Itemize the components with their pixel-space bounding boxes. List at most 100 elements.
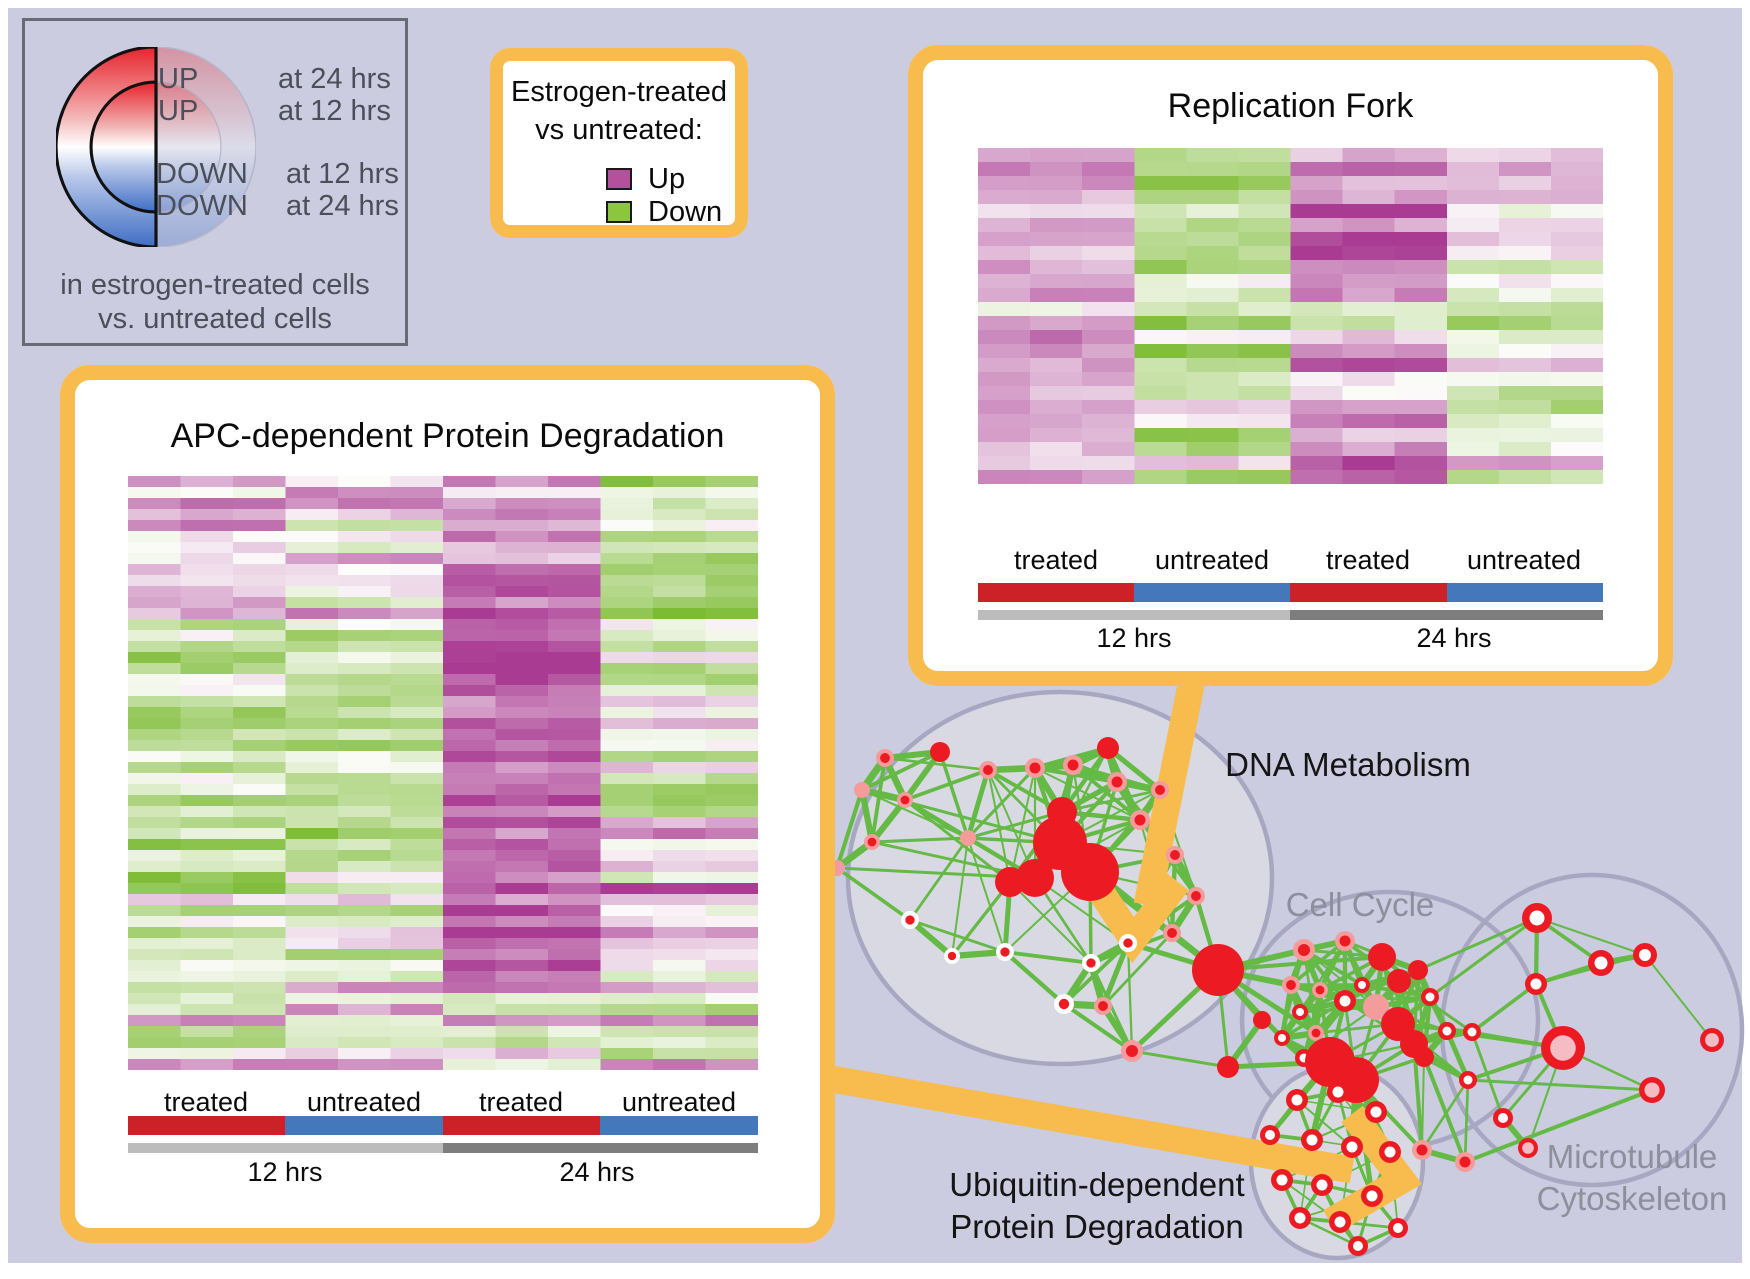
network-node bbox=[1016, 859, 1054, 897]
cluster-label-text: Ubiquitin-dependent bbox=[949, 1166, 1245, 1203]
network-node bbox=[1282, 976, 1300, 994]
callout-arrow-head-2 bbox=[1323, 1105, 1422, 1234]
up-label: Up bbox=[648, 163, 686, 195]
network-node bbox=[996, 943, 1014, 961]
cluster-label-dna-metabolism: DNA Metabolism bbox=[1148, 744, 1548, 786]
untreated-bar-segment bbox=[600, 1116, 758, 1135]
down-label: Down bbox=[648, 196, 723, 228]
legend-caption-1: in estrogen-treated cells bbox=[60, 269, 370, 301]
apc-treatment-bar bbox=[128, 1116, 758, 1135]
legend-down-24: DOWN bbox=[156, 190, 248, 222]
apc-heatmap bbox=[128, 476, 758, 1070]
network-node bbox=[1311, 1174, 1333, 1196]
replication-fork-title: Replication Fork bbox=[1167, 87, 1414, 125]
network-node bbox=[1335, 931, 1355, 951]
network-node bbox=[1097, 737, 1119, 759]
network-node bbox=[979, 761, 997, 779]
up-down-ring-icon bbox=[56, 47, 256, 247]
network-node bbox=[1633, 943, 1657, 967]
network-node bbox=[1354, 977, 1370, 993]
cluster-label-text: Cytoskeleton bbox=[1536, 1180, 1728, 1217]
legend-caption-2: vs. untreated cells bbox=[98, 303, 332, 335]
network-node bbox=[1361, 1185, 1383, 1207]
network-node bbox=[1455, 1152, 1475, 1172]
network-node bbox=[1054, 994, 1074, 1014]
network-node bbox=[1327, 1081, 1349, 1103]
treated-bar-segment bbox=[128, 1116, 285, 1135]
network-node bbox=[1541, 1026, 1585, 1070]
up-swatch bbox=[606, 168, 632, 190]
down-swatch bbox=[606, 201, 632, 223]
network-node bbox=[1271, 1169, 1293, 1191]
network-node bbox=[1522, 903, 1552, 933]
callout-arrow-shaft-2 bbox=[823, 1064, 1355, 1184]
network-node bbox=[1388, 1218, 1408, 1238]
network-node bbox=[1187, 887, 1205, 905]
network-node bbox=[897, 792, 913, 808]
network-node bbox=[1493, 1108, 1513, 1128]
rf-treatment-bar bbox=[978, 583, 1603, 602]
heatmap-cells bbox=[978, 148, 1603, 484]
apc-12hrs-label: 12 hrs bbox=[247, 1157, 323, 1187]
hrs12-bar-segment bbox=[978, 610, 1290, 620]
network-node bbox=[930, 742, 950, 762]
estrogen-legend-title-1: Estrogen-treated bbox=[510, 76, 727, 108]
network-node bbox=[1414, 1047, 1434, 1067]
apc-group-treated-1: treated bbox=[163, 1087, 249, 1117]
treated-bar-segment bbox=[978, 583, 1134, 602]
network-node bbox=[1365, 1101, 1387, 1123]
hrs24-bar-segment bbox=[443, 1143, 758, 1153]
hrs12-bar-segment bbox=[128, 1143, 443, 1153]
network-node bbox=[1260, 1125, 1280, 1145]
network-node bbox=[1329, 1211, 1351, 1233]
apc-degradation-title: APC-dependent Protein Degradation bbox=[170, 417, 725, 455]
untreated-bar-segment bbox=[1134, 583, 1290, 602]
network-node bbox=[1301, 1129, 1323, 1151]
network-node bbox=[1379, 1141, 1401, 1163]
ring-legend: UP at 24 hrs UP at 12 hrs DOWN at 12 hrs… bbox=[22, 18, 408, 346]
hrs24-bar-segment bbox=[1290, 610, 1603, 620]
network-node bbox=[901, 911, 919, 929]
network-node bbox=[1387, 969, 1411, 993]
legend-time-12b: at 12 hrs bbox=[286, 158, 399, 190]
network-node bbox=[1061, 843, 1119, 901]
replication-fork-heatmap bbox=[978, 148, 1603, 484]
legend-time-24: at 24 hrs bbox=[278, 63, 391, 95]
treated-bar-segment bbox=[1290, 583, 1447, 602]
network-node bbox=[1094, 997, 1112, 1015]
network-node bbox=[1438, 1022, 1456, 1040]
network-node bbox=[1082, 954, 1100, 972]
network-node bbox=[1700, 1028, 1724, 1052]
heatmap-cells bbox=[128, 476, 758, 1070]
estrogen-legend: Estrogen-treated vs untreated: Up Down bbox=[490, 48, 748, 238]
rf-group-treated-2: treated bbox=[1325, 545, 1411, 575]
apc-24hrs-label: 24 hrs bbox=[559, 1157, 635, 1187]
network-node bbox=[1063, 755, 1083, 775]
cluster-label-text: DNA Metabolism bbox=[1225, 746, 1471, 783]
cluster-label-text: Cell Cycle bbox=[1285, 886, 1435, 923]
apc-group-untreated-2: untreated bbox=[621, 1087, 737, 1117]
apc-group-treated-2: treated bbox=[478, 1087, 564, 1117]
rf-time-bar bbox=[978, 610, 1603, 620]
network-node bbox=[1107, 772, 1127, 792]
network-node bbox=[1130, 810, 1150, 830]
rf-group-treated-1: treated bbox=[1013, 545, 1099, 575]
legend-up-12: UP bbox=[158, 95, 199, 127]
network-node bbox=[1293, 939, 1315, 961]
network-node bbox=[1348, 1236, 1368, 1256]
cluster-label-cell-cycle: Cell Cycle bbox=[1210, 884, 1510, 926]
network-node bbox=[1363, 994, 1389, 1020]
untreated-bar-segment bbox=[285, 1116, 443, 1135]
network-node bbox=[995, 867, 1025, 897]
cluster-label-microtubule-cytoskeleton: Microtubule Cytoskeleton bbox=[1482, 1136, 1750, 1220]
network-node bbox=[1463, 1023, 1481, 1041]
legend-down-12: DOWN bbox=[156, 158, 248, 190]
network-node bbox=[1421, 988, 1439, 1006]
untreated-bar-segment bbox=[1447, 583, 1603, 602]
network-node bbox=[1119, 934, 1137, 952]
apc-degradation-panel: APC-dependent Protein Degradation treate… bbox=[60, 365, 835, 1243]
network-node bbox=[1525, 973, 1547, 995]
treated-bar-segment bbox=[443, 1116, 600, 1135]
